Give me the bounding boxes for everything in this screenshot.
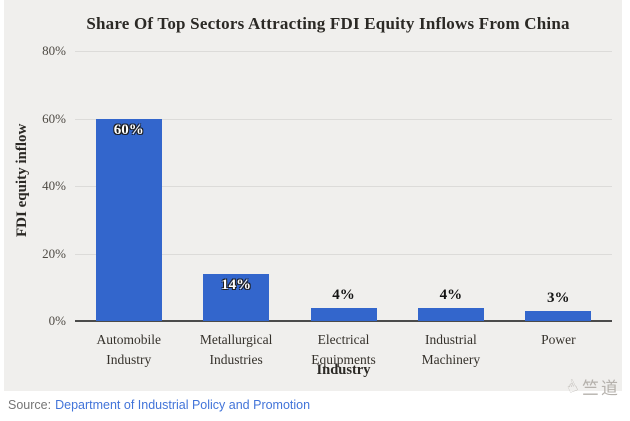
x-tick-label: Industrial Machinery bbox=[421, 332, 481, 367]
plot-area: 60% 14% 4% 4% 3% bbox=[75, 51, 612, 322]
gridline bbox=[75, 253, 612, 255]
bar-value-label: 60% bbox=[113, 121, 144, 138]
bar bbox=[310, 307, 377, 321]
y-tick-label: 20% bbox=[42, 245, 66, 261]
bar-value-label: 4% bbox=[439, 286, 463, 303]
y-tick-label: 60% bbox=[42, 110, 66, 126]
source-line: Source: Department of Industrial Policy a… bbox=[8, 398, 310, 412]
bar-value-label: 3% bbox=[547, 289, 570, 306]
chart-title: Share Of Top Sectors Attracting FDI Equi… bbox=[86, 14, 570, 33]
y-tick-label: 80% bbox=[42, 43, 66, 58]
chart-card: Share Of Top Sectors Attracting FDI Equi… bbox=[4, 0, 622, 391]
zhudao-watermark: ☝ 竺道 bbox=[563, 374, 620, 399]
watermark-text: 竺道 bbox=[582, 379, 620, 399]
y-tick-label: 0% bbox=[48, 313, 66, 328]
x-tick-label: Power bbox=[541, 332, 576, 347]
x-axis-title: Industry bbox=[316, 362, 371, 378]
bar bbox=[417, 307, 484, 321]
bar-value-label: 4% bbox=[332, 286, 355, 303]
source-link[interactable]: Department of Industrial Policy and Prom… bbox=[55, 398, 311, 412]
bar-value-label: 14% bbox=[221, 276, 252, 293]
x-axis-line bbox=[75, 320, 612, 322]
gridline bbox=[75, 186, 612, 187]
gridline bbox=[75, 51, 612, 52]
x-tick-label: Metallurgical Industries bbox=[199, 332, 273, 367]
bar bbox=[95, 118, 162, 321]
source-bar: Source: Department of Industrial Policy a… bbox=[0, 391, 630, 421]
gridline bbox=[75, 118, 612, 120]
x-tick-label: Automobile Industry bbox=[96, 332, 161, 367]
x-axis-labels: Automobile Industry Metallurgical Industr… bbox=[75, 330, 612, 369]
y-tick-label: 40% bbox=[42, 178, 66, 193]
bar bbox=[525, 310, 592, 321]
bar bbox=[203, 273, 270, 321]
x-tick-label: Electrical Equipments bbox=[311, 332, 376, 367]
source-prefix-label: Source: bbox=[8, 398, 52, 412]
